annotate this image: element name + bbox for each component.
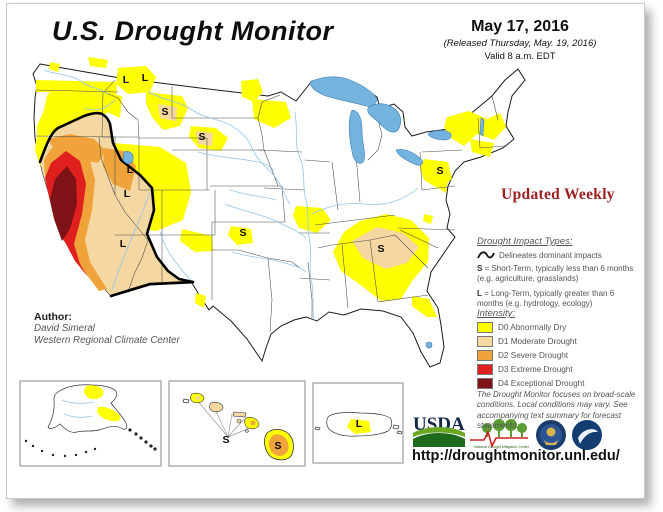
impact-legend-heading: Drought Impact Types: bbox=[477, 236, 573, 247]
hawaii-map bbox=[182, 392, 294, 461]
swatch-d3 bbox=[477, 364, 493, 375]
intensity-heading: Intensity: bbox=[477, 308, 516, 319]
impact-label-s: S bbox=[436, 164, 444, 177]
swatch-d0 bbox=[477, 322, 493, 333]
date-block: May 17, 2016 (Released Thursday, May. 19… bbox=[420, 18, 620, 62]
puerto-rico-map bbox=[314, 412, 403, 437]
state-borders bbox=[35, 79, 506, 333]
impact-label-l: L bbox=[355, 417, 363, 430]
alaska-map bbox=[24, 384, 157, 458]
squiggle-icon bbox=[477, 251, 495, 259]
long-term-definition: L = Long-Term, typically greater than 6 … bbox=[477, 289, 615, 308]
rivers bbox=[43, 69, 419, 321]
usda-logo: USDA bbox=[413, 414, 465, 447]
impact-label-l: L bbox=[122, 73, 130, 86]
swatch-label: D2 Severe Drought bbox=[498, 351, 569, 360]
legend-item-d0: D0 Abnormally Dry bbox=[477, 322, 645, 333]
impact-label-s: S bbox=[222, 433, 230, 446]
impact-legend: Drought Impact Types: Delineates dominan… bbox=[477, 236, 645, 314]
great-lakes bbox=[122, 76, 485, 349]
author-label: Author: bbox=[34, 311, 72, 323]
author-org: Western Regional Climate Center bbox=[34, 335, 180, 347]
valid-time: Valid 8 a.m. EDT bbox=[484, 51, 556, 62]
disclaimer-note: The Drought Monitor focuses on broad-sca… bbox=[477, 390, 636, 431]
impact-label-s: S bbox=[198, 130, 206, 143]
impact-label-l: L bbox=[126, 163, 134, 176]
delineates-text: Delineates dominant impacts bbox=[499, 250, 602, 260]
impact-label-l: L bbox=[141, 71, 149, 84]
author-name: David Simeral bbox=[34, 323, 95, 334]
noaa-logo bbox=[572, 420, 602, 450]
intensity-legend: Intensity: D0 Abnormally Dry D1 Moderate … bbox=[477, 308, 645, 392]
d3-d4-regions bbox=[45, 151, 88, 277]
legend-item-d1: D1 Moderate Drought bbox=[477, 336, 645, 347]
map-date: May 17, 2016 bbox=[471, 18, 569, 35]
author-block: Author: David Simeral Western Regional C… bbox=[34, 311, 180, 347]
impact-label-s: S bbox=[274, 439, 282, 452]
impact-label-l: L bbox=[123, 187, 131, 200]
ndmc-caption: National Drought Mitigation Center bbox=[474, 445, 530, 449]
swatch-d4 bbox=[477, 378, 493, 389]
swatch-label: D3 Extreme Drought bbox=[498, 365, 573, 374]
ndmc-logo: National Drought Mitigation Center bbox=[470, 419, 530, 449]
swatch-label: D0 Abnormally Dry bbox=[498, 323, 567, 332]
legend-item-d2: D2 Severe Drought bbox=[477, 350, 645, 361]
impact-label-s: S bbox=[377, 242, 385, 255]
commerce-seal bbox=[536, 420, 566, 450]
swatch-d1 bbox=[477, 336, 493, 347]
release-date: (Released Thursday, May. 19, 2016) bbox=[443, 38, 597, 49]
updated-weekly-note: Updated Weekly bbox=[501, 186, 615, 203]
impact-label-s: S bbox=[239, 226, 247, 239]
swatch-label: D4 Exceptional Drought bbox=[498, 379, 585, 388]
page-title: U.S. Drought Monitor bbox=[52, 16, 334, 46]
impact-label-l: L bbox=[119, 237, 127, 250]
drought-monitor-url[interactable]: http://droughtmonitor.unl.edu/ bbox=[412, 448, 620, 464]
legend-item-d3: D3 Extreme Drought bbox=[477, 364, 645, 375]
legend-item-d4: D4 Exceptional Drought bbox=[477, 378, 645, 389]
swatch-d2 bbox=[477, 350, 493, 361]
impact-delineation-line bbox=[38, 111, 195, 298]
short-term-definition: S = Short-Term, typically less than 6 mo… bbox=[477, 264, 634, 283]
impact-label-s: S bbox=[161, 105, 169, 118]
swatch-label: D1 Moderate Drought bbox=[498, 337, 577, 346]
